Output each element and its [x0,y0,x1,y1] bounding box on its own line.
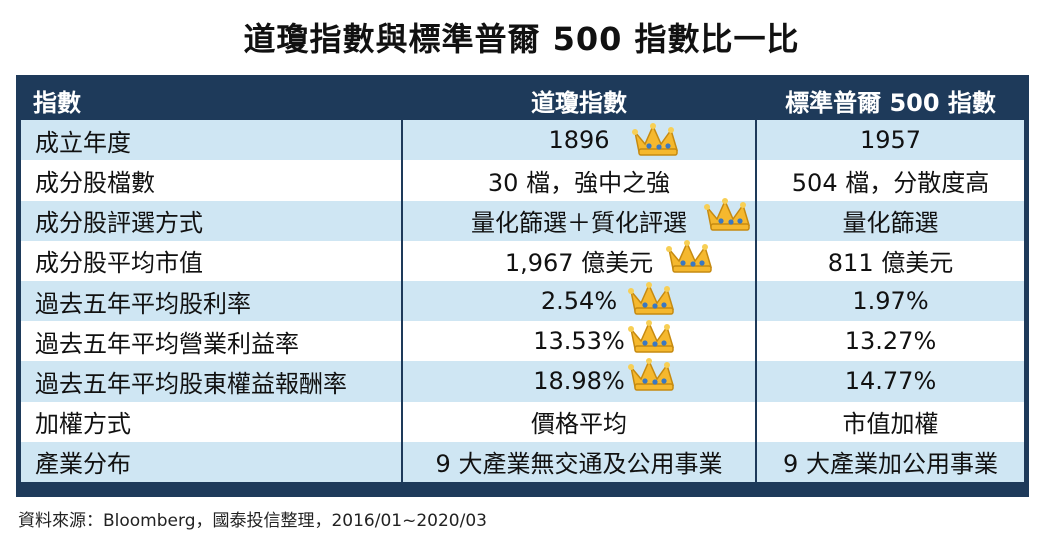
sp500-value: 市值加權 [757,401,1024,442]
source-footnote: 資料來源：Bloomberg，國泰投信整理，2016/01~2020/03 [18,511,487,531]
sp500-value: 504 檔，分散度高 [757,160,1024,201]
dow-value: 1896 [403,120,755,161]
dow-value: 30 檔，強中之強 [403,160,755,201]
dow-value-text: 13.53% [533,327,625,356]
header-cell-index: 指數 [21,80,401,121]
dow-value-text: 1,967 億美元 [504,249,654,278]
sp500-value: 量化篩選 [757,200,1024,241]
sp500-value: 14.77% [757,361,1024,402]
chart-title: 道瓊指數與標準普爾 500 指數比一比 [243,20,800,58]
crown-icon [627,281,679,317]
dow-value-text: 18.98% [533,367,625,396]
dow-value: 13.53% [403,319,755,362]
table-grid: 指數 道瓊指數 標準普爾 500 指數 成立年度 1896 1957 成分股檔數 30 … [21,80,1024,492]
dow-value-text: 價格平均 [531,410,627,439]
crown-icon [627,319,679,355]
header-cell-sp500: 標準普爾 500 指數 [757,80,1024,121]
dow-value-text: 量化篩選＋質化評選 [471,209,687,238]
row-label: 成分股平均市值 [21,240,401,281]
row-label: 成分股評選方式 [21,200,401,241]
dow-value-text: 2.54% [540,287,618,316]
dow-value: 9 大產業無交通及公用事業 [403,441,755,482]
sp500-value: 1957 [757,120,1024,161]
dow-value: 價格平均 [403,401,755,442]
row-label: 成分股檔數 [21,160,401,201]
row-label: 產業分布 [21,441,401,482]
sp500-value: 1.97% [757,280,1024,322]
crown-icon [703,197,755,233]
crown-icon [665,239,717,275]
dow-value: 2.54% [403,280,755,322]
sp500-value: 9 大產業加公用事業 [757,441,1024,482]
sp500-value: 811 億美元 [757,240,1024,281]
dow-value-text: 9 大產業無交通及公用事業 [435,450,723,479]
dow-value: 18.98% [403,358,755,402]
row-label: 過去五年平均營業利益率 [21,321,401,362]
crown-icon [627,357,679,393]
dow-value-text: 1896 [548,126,610,155]
dow-value: 量化篩選＋質化評選 [403,197,755,241]
row-label: 加權方式 [21,401,401,442]
sp500-value: 13.27% [757,321,1024,362]
row-label: 成立年度 [21,120,401,161]
dow-value-text: 30 檔，強中之強 [487,168,671,197]
header-cell-dow: 道瓊指數 [403,80,755,121]
row-label: 過去五年平均股東權益報酬率 [21,361,401,402]
dow-value: 1,967 億美元 [403,239,755,281]
comparison-table: 指數 道瓊指數 標準普爾 500 指數 成立年度 1896 1957 成分股檔數 30 … [16,75,1029,497]
crown-icon [631,122,683,158]
row-label: 過去五年平均股利率 [21,280,401,322]
